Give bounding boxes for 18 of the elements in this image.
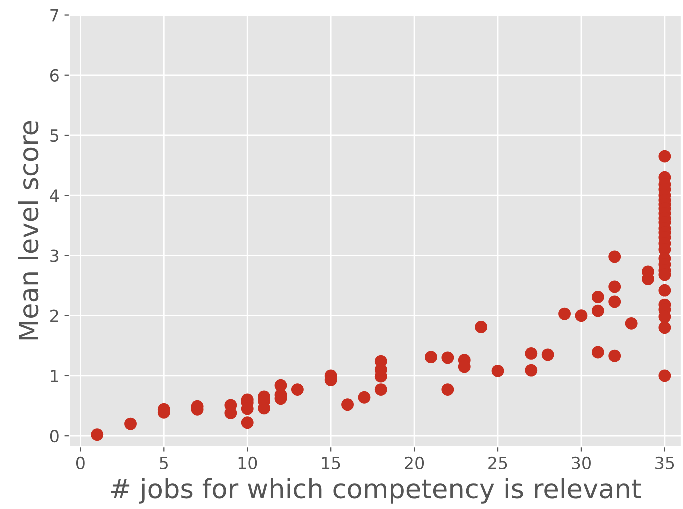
x-tick-label: 10	[238, 456, 258, 470]
y-tick-label: 2	[50, 310, 58, 322]
x-axis-title: # jobs for which competency is relevant	[112, 478, 642, 504]
x-tick-label: 30	[572, 456, 591, 470]
x-tick-label: 15	[322, 457, 340, 470]
x-tick-label: 5	[160, 457, 168, 470]
y-axis-title: Mean level score	[18, 121, 39, 340]
y-tick-label: 4	[50, 190, 60, 202]
y-tick-label: 7	[50, 9, 59, 22]
x-tick-label: 25	[488, 456, 508, 470]
y-tick-label: 6	[50, 69, 59, 82]
x-tick-label: 0	[76, 456, 85, 470]
y-tick-label: 3	[50, 250, 59, 262]
x-tick-label: 35	[656, 456, 674, 470]
y-tick-label: 0	[50, 430, 59, 443]
x-tick-label: 20	[405, 456, 424, 470]
y-tick-label: 5	[50, 130, 58, 142]
y-tick-label: 1	[51, 370, 58, 382]
